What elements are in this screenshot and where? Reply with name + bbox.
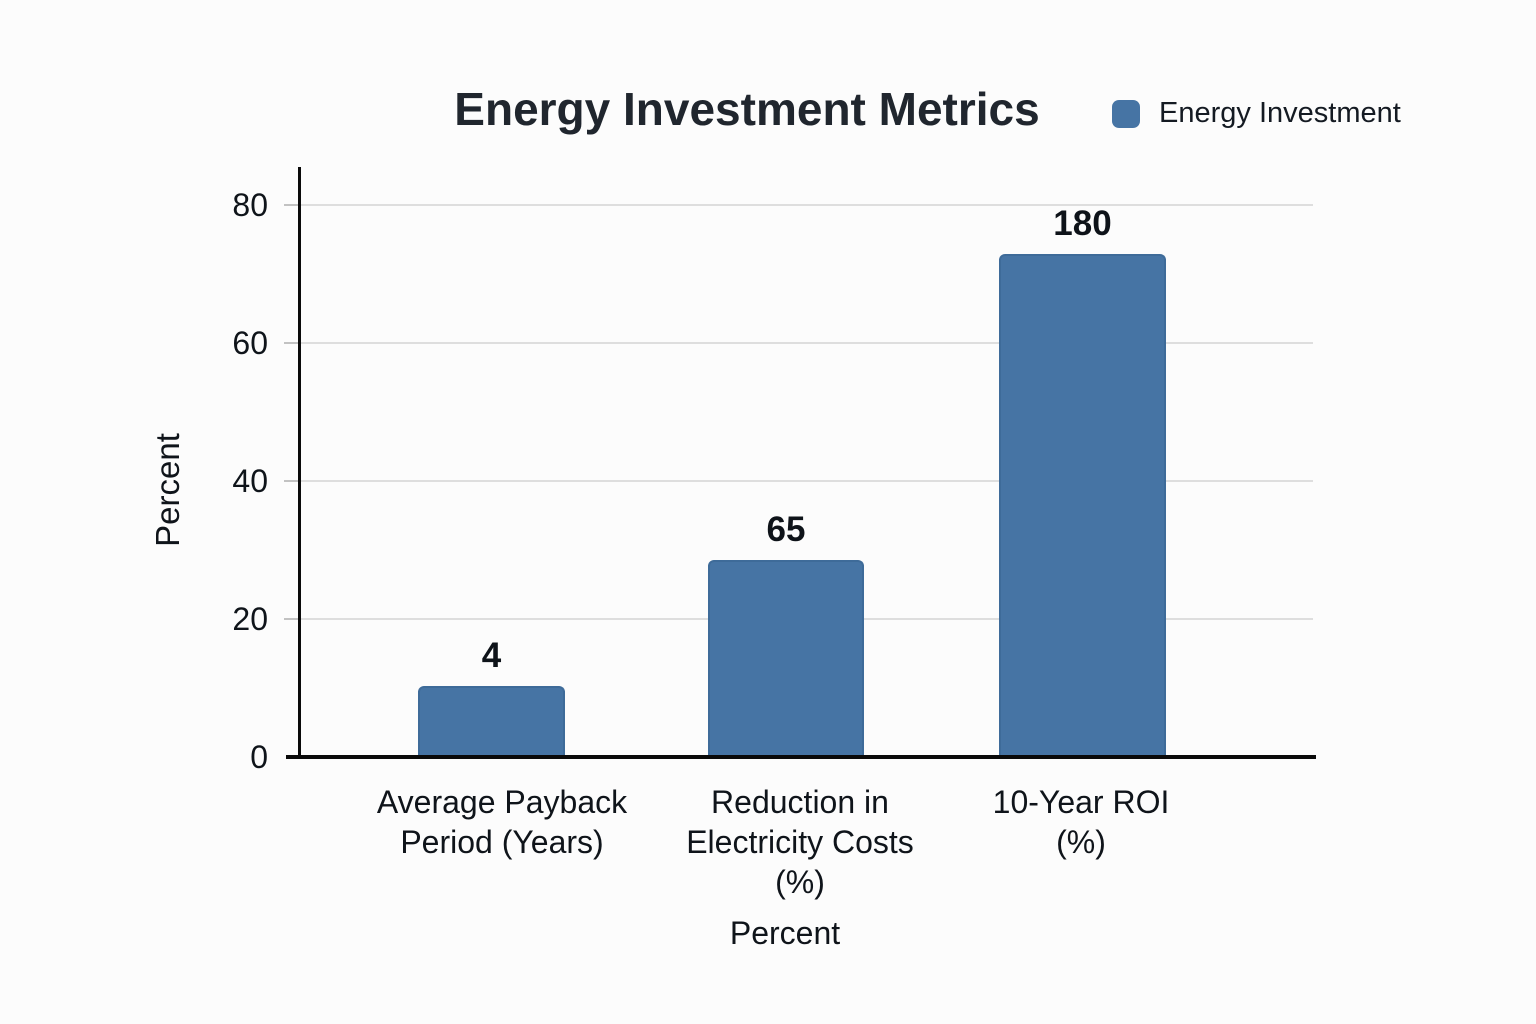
x-category-label: 10-Year ROI (%) [931, 782, 1231, 862]
x-category-line: Average Payback [376, 784, 628, 820]
x-category-label: Average Payback Period (Years) [352, 782, 652, 862]
chart-title: Energy Investment Metrics [454, 83, 1040, 135]
gridline-60 [300, 342, 1313, 344]
legend-label: Energy Investment [1159, 97, 1401, 129]
x-category-line: (%) [1056, 824, 1106, 860]
bar-value-label: 65 [766, 510, 806, 549]
x-axis-line [286, 755, 1316, 759]
bar-group: 65 [708, 510, 864, 755]
y-tick-label-20: 20 [232, 601, 268, 637]
y-tick-mark-20 [284, 618, 300, 620]
legend-swatch-icon [1112, 99, 1140, 128]
bar-group: 4 [418, 636, 565, 755]
gridline-40 [300, 480, 1313, 482]
bar [999, 254, 1166, 755]
y-tick-label-0: 0 [250, 739, 268, 775]
x-category-line: (%) [775, 864, 825, 900]
x-axis-title: Percent [729, 915, 841, 951]
x-category-line: Reduction in [711, 784, 889, 820]
y-tick-label-80: 80 [232, 187, 268, 223]
y-tick-label-40: 40 [232, 463, 268, 499]
bar [708, 560, 864, 755]
x-category-line: Period (Years) [400, 824, 604, 860]
bar-value-label: 4 [481, 636, 502, 675]
y-axis-line [298, 167, 301, 759]
x-category-line: 10-Year ROI [992, 784, 1170, 820]
bar-group: 180 [999, 204, 1166, 755]
bar-value-label: 180 [1053, 204, 1112, 243]
x-category-line: Electricity Costs [686, 824, 914, 860]
y-tick-mark-80 [284, 204, 300, 206]
y-tick-mark-40 [284, 480, 300, 482]
y-tick-label-60: 60 [232, 325, 268, 361]
x-category-label: Reduction in Electricity Costs (%) [650, 782, 950, 902]
y-tick-mark-60 [284, 342, 300, 344]
gridline-80 [300, 204, 1313, 206]
bar [418, 686, 565, 755]
legend: Energy Investment [1112, 97, 1401, 130]
